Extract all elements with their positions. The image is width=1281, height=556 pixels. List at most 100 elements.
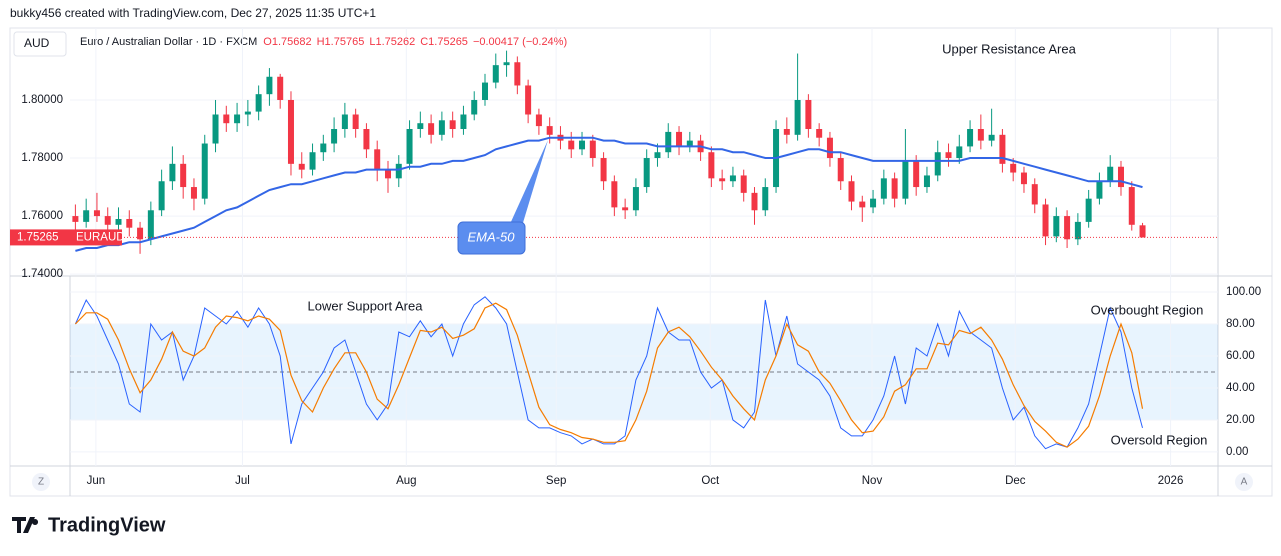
candle-body bbox=[234, 114, 241, 124]
candle-body bbox=[93, 210, 100, 217]
candle-body bbox=[266, 76, 273, 95]
candle-body bbox=[201, 143, 208, 199]
candle-body bbox=[137, 227, 144, 240]
candle-body bbox=[147, 210, 154, 240]
candle-body bbox=[244, 111, 251, 115]
attribution: bukky456 created with TradingView.com, D… bbox=[10, 6, 376, 20]
currency-box[interactable] bbox=[13, 31, 67, 57]
candle-body bbox=[859, 201, 866, 208]
axis-button[interactable] bbox=[32, 473, 50, 491]
candle-body bbox=[449, 120, 456, 130]
x-tick-label: Aug bbox=[396, 475, 416, 487]
y2-tick-label: 60.00 bbox=[1226, 350, 1255, 362]
y2-tick-label: 20.00 bbox=[1226, 414, 1255, 426]
candle-body bbox=[492, 65, 499, 83]
price-tag-ticker: EURAUD bbox=[76, 231, 125, 243]
y2-tick-label: 80.00 bbox=[1226, 318, 1255, 330]
y-tick-label: 1.76000 bbox=[21, 210, 63, 222]
candle-body bbox=[482, 82, 489, 100]
candle-body bbox=[848, 181, 855, 202]
brand-icon[interactable] bbox=[12, 517, 39, 533]
candle-body bbox=[1031, 184, 1038, 205]
price-tag-value: 1.75265 bbox=[17, 231, 59, 243]
candle-body bbox=[363, 129, 370, 150]
candle-body bbox=[686, 140, 693, 147]
candle-body bbox=[913, 160, 920, 188]
ema-line bbox=[75, 136, 1143, 252]
candle-body bbox=[169, 163, 176, 182]
axis-button-label[interactable]: Z bbox=[38, 477, 44, 488]
candle-body bbox=[331, 129, 338, 144]
candle-body bbox=[579, 140, 586, 150]
candle-body bbox=[805, 99, 812, 130]
chart-frame bbox=[9, 27, 1273, 497]
candle-body bbox=[1139, 225, 1146, 238]
candle-body bbox=[546, 126, 553, 135]
ohlc-value: H1.75765 bbox=[317, 36, 365, 48]
candle-body bbox=[190, 187, 197, 199]
candle-body bbox=[395, 163, 402, 179]
candle-body bbox=[719, 178, 726, 182]
annotation: Overbought Region bbox=[1091, 302, 1204, 317]
candle-body bbox=[1128, 187, 1135, 225]
candle-body bbox=[902, 160, 909, 199]
candle-body bbox=[438, 120, 445, 135]
y2-tick-label: 40.00 bbox=[1226, 382, 1255, 394]
brand-name[interactable]: TradingView bbox=[48, 514, 166, 536]
candle-body bbox=[1085, 198, 1092, 222]
candle-body bbox=[999, 134, 1006, 164]
candle-body bbox=[611, 181, 618, 208]
annotation: Lower Support Area bbox=[308, 298, 424, 313]
x-tick-label: Nov bbox=[862, 475, 883, 487]
candle-body bbox=[1107, 166, 1114, 182]
candle-body bbox=[255, 94, 262, 112]
currency[interactable]: AUD bbox=[24, 36, 50, 50]
candle-body bbox=[471, 99, 478, 115]
candle-body bbox=[988, 134, 995, 141]
x-tick-label: Oct bbox=[701, 475, 720, 487]
axis-button-label[interactable]: A bbox=[1241, 477, 1248, 488]
candle-body bbox=[104, 216, 111, 225]
candle-body bbox=[622, 207, 629, 211]
candle-body bbox=[600, 158, 607, 182]
candle-body bbox=[589, 140, 596, 159]
candle-body bbox=[794, 99, 801, 135]
x-tick-label: Dec bbox=[1005, 475, 1026, 487]
candle-body bbox=[223, 114, 230, 124]
candle-body bbox=[535, 114, 542, 127]
candle-body bbox=[880, 178, 887, 199]
candle-body bbox=[729, 175, 736, 182]
candle-body bbox=[945, 152, 952, 159]
annotation: Upper Resistance Area bbox=[942, 41, 1076, 56]
candle-body bbox=[1053, 216, 1060, 237]
candle-body bbox=[384, 169, 391, 179]
candle-body bbox=[826, 137, 833, 159]
stoch-d-line bbox=[74, 302, 1144, 448]
candle-body bbox=[632, 187, 639, 211]
candle-body bbox=[665, 131, 672, 153]
axis-button[interactable] bbox=[1235, 473, 1253, 491]
candle-body bbox=[1010, 163, 1017, 173]
candle-body bbox=[374, 149, 381, 170]
y-tick-label: 1.80000 bbox=[21, 94, 63, 106]
ohlc-value: −0.00417 (−0.24%) bbox=[473, 36, 567, 48]
candle-body bbox=[870, 198, 877, 208]
candle-body bbox=[956, 146, 963, 159]
candle-body bbox=[837, 158, 844, 182]
candle-body bbox=[503, 62, 510, 66]
candle-body bbox=[740, 175, 747, 193]
candle-body bbox=[72, 216, 79, 222]
candle-body bbox=[1064, 216, 1071, 240]
candle-body bbox=[514, 62, 521, 86]
candle-body bbox=[783, 129, 790, 135]
candle-body bbox=[654, 152, 661, 159]
candle-body bbox=[180, 163, 187, 188]
x-tick-label: Jun bbox=[87, 475, 106, 487]
candle-body bbox=[934, 152, 941, 176]
candle-body bbox=[923, 175, 930, 188]
callout-text: EMA-50 bbox=[468, 229, 516, 244]
candle-body bbox=[751, 192, 758, 211]
candle-body bbox=[352, 114, 359, 130]
price-tag bbox=[10, 229, 122, 246]
